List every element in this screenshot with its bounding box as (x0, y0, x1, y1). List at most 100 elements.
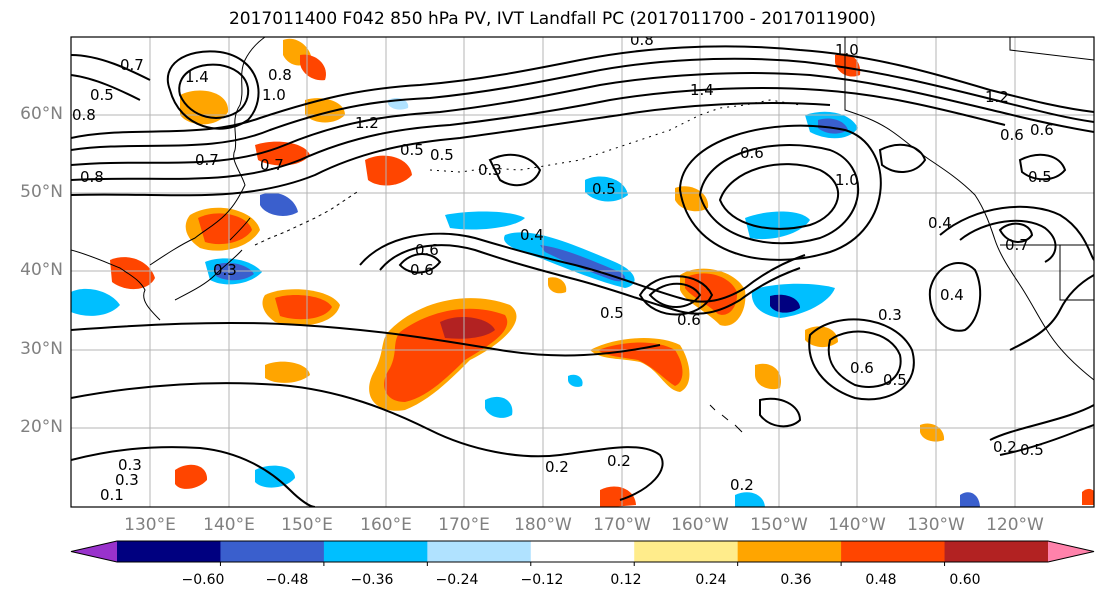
lat-label: 50°N (20, 182, 63, 202)
positive-anomaly-patch (198, 213, 252, 245)
asia-coastline (71, 37, 266, 321)
positive-anomaly-patch (275, 295, 332, 320)
negative-anomaly-patch (568, 374, 583, 387)
colorbar-swatch (737, 541, 842, 562)
positive-anomaly-patch (110, 257, 155, 290)
colorbar-extend-high (1048, 541, 1094, 562)
colorbar-swatch (427, 541, 532, 562)
contour-label: 0.5 (1020, 441, 1044, 459)
contour-label: 1.0 (835, 171, 859, 189)
colorbar-tick-label: 0.24 (695, 572, 727, 588)
kuril-islands (254, 189, 361, 246)
lat-label: 40°N (20, 260, 63, 280)
hawaii-islands (709, 404, 743, 433)
colorbar-tick-label: −0.60 (181, 572, 225, 588)
contour-label: 0.2 (545, 458, 569, 476)
positive-anomaly-patch (365, 155, 412, 186)
colorbar-swatch (530, 541, 635, 562)
coastlines (71, 37, 1094, 433)
contour-labels: 0.7 1.4 1.0 0.8 0.8 0.5 1.2 0.8 0.7 0.3 … (72, 37, 1054, 504)
negative-anomaly-patch (770, 294, 800, 313)
contour-label: 0.5 (400, 141, 424, 159)
contour-label: 0.4 (940, 286, 964, 304)
contour-label: 0.4 (520, 226, 544, 244)
contour-label: 0.6 (677, 311, 701, 329)
colorbar-tick-label: 0.48 (865, 572, 897, 588)
positive-anomaly-patch (1082, 488, 1094, 505)
negative-anomaly-patch (735, 492, 765, 507)
contour-label: 0.6 (1000, 126, 1024, 144)
negative-anomaly-patch (260, 192, 298, 216)
map-frame (70, 36, 1095, 508)
lat-label: 60°N (20, 104, 63, 124)
negative-anomaly-patch (215, 262, 254, 281)
contour-label: 1.2 (985, 88, 1009, 106)
colorbar-swatch (634, 541, 739, 562)
colorbar-tick-label: −0.48 (265, 572, 309, 588)
contour-label: 0.7 (120, 56, 144, 74)
lon-label: 130°W (907, 515, 965, 535)
contour-label: 0.6 (1030, 121, 1054, 139)
negative-anomaly-patch (71, 288, 120, 316)
anomaly-shading (71, 38, 1094, 507)
positive-anomaly-patch (180, 90, 229, 125)
lat-label: 20°N (20, 417, 63, 437)
lon-label: 140°W (828, 515, 886, 535)
contour-label: 0.5 (430, 146, 454, 164)
positive-anomaly-patch (835, 53, 861, 77)
positive-anomaly-patch (175, 464, 208, 489)
colorbar-swatch (323, 541, 428, 562)
colorbar-swatch (841, 541, 946, 562)
graticule (71, 37, 1094, 507)
lon-label: 130°E (124, 515, 176, 535)
colorbar-tick-label: −0.36 (350, 572, 394, 588)
lon-label: 160°W (671, 515, 729, 535)
colorbar-tick-label: 0.60 (949, 572, 981, 588)
positive-anomaly-patch (300, 54, 326, 81)
lon-label: 120°W (986, 515, 1044, 535)
lon-label: 170°W (593, 515, 651, 535)
lon-label: 170°E (438, 515, 490, 535)
positive-anomaly-patch (598, 342, 683, 386)
lon-label: 150°W (750, 515, 808, 535)
negative-anomaly-patch (485, 396, 513, 418)
colorbar-tick-label: −0.12 (520, 572, 564, 588)
north-america-coastline (844, 37, 1094, 381)
contour-label: 0.3 (878, 306, 902, 324)
contour-label: 1.0 (835, 41, 859, 59)
contour-label: 1.2 (355, 114, 379, 132)
contour-label: 0.3 (115, 471, 139, 489)
contour-label: 0.5 (592, 180, 616, 198)
negative-anomaly-patch (745, 211, 810, 240)
contour-label: 0.3 (213, 261, 237, 279)
positive-anomaly-patch (440, 316, 495, 339)
contour-label: 0.8 (80, 168, 104, 186)
lon-label: 180°W (514, 515, 572, 535)
negative-anomaly-patch (960, 492, 980, 507)
negative-anomaly-patch (445, 211, 525, 230)
negative-anomaly-patch (585, 176, 628, 202)
colorbar-swatch (220, 541, 325, 562)
contour-label: 0.5 (90, 86, 114, 104)
colorbar-extend-low (71, 541, 117, 562)
contour-label: 0.1 (100, 486, 124, 504)
positive-anomaly-patch (755, 363, 781, 390)
lon-label: 140°E (203, 515, 255, 535)
contour-label: 0.4 (928, 214, 952, 232)
contour-label: 0.6 (410, 261, 434, 279)
contour-label: 0.3 (118, 456, 142, 474)
colorbar-swatch (117, 541, 221, 562)
positive-anomaly-patch (600, 486, 636, 507)
contour-label: 0.5 (600, 304, 624, 322)
japan-coastline (174, 217, 251, 301)
contour-label: 0.5 (1028, 168, 1052, 186)
lon-label: 150°E (281, 515, 333, 535)
contour-label: 0.7 (1005, 236, 1029, 254)
positive-anomaly-patch (548, 277, 567, 294)
contour-label: 0.8 (268, 66, 292, 84)
contour-label: 1.0 (262, 86, 286, 104)
contour-label: 1.4 (690, 81, 714, 99)
lon-label: 160°E (360, 515, 412, 535)
positive-anomaly-patch (255, 141, 310, 166)
